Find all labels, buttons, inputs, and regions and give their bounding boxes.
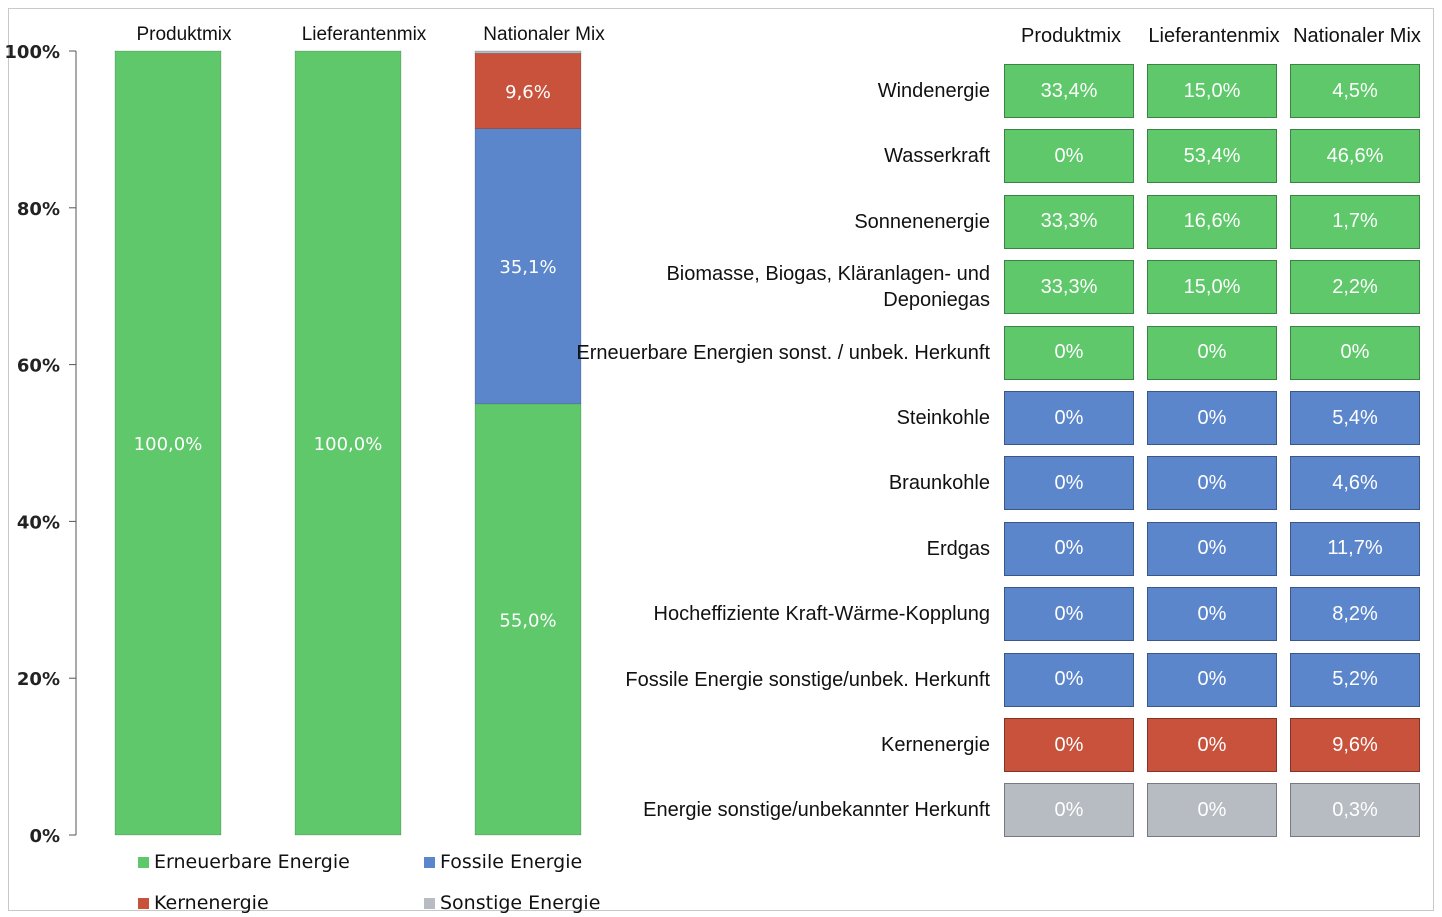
bar-segment — [474, 50, 582, 54]
table-cell: 0% — [1004, 783, 1134, 838]
table-cell: 0% — [1147, 325, 1277, 380]
table-cell: 0% — [1004, 325, 1134, 380]
y-tick-label: 40% — [17, 512, 60, 533]
table-row-label: Fossile Energie sonstige/unbek. Herkunft — [625, 668, 990, 691]
table-cell: 5,2% — [1290, 652, 1420, 707]
bar-category-label: Lieferantenmix — [302, 24, 427, 45]
bar-segment — [474, 403, 582, 836]
table-cell: 0% — [1004, 456, 1134, 511]
table-cell: 0,3% — [1290, 783, 1420, 838]
table-row-label: Braunkohle — [888, 472, 990, 495]
legend-label-renewable: Erneuerbare Energie — [154, 851, 350, 873]
table-header-produktmix: Produktmix — [1020, 25, 1122, 47]
legend-swatch-fossil — [424, 856, 435, 868]
table-cell: 0% — [1147, 783, 1277, 838]
table-cell: 15,0% — [1147, 260, 1277, 315]
legend-swatch-nuclear — [138, 897, 149, 909]
y-tick-label: 100% — [4, 42, 60, 63]
legend-item-fossil: Fossile Energie — [424, 851, 582, 873]
table-cell: 33,3% — [1004, 260, 1134, 315]
table-cell: 0% — [1004, 587, 1134, 642]
bar-data-label: 9,6% — [505, 82, 551, 103]
table-row-label-line: Deponiegas — [883, 289, 990, 312]
legend-item-nuclear: Kernenergie — [138, 892, 269, 914]
table-row-label: Erdgas — [926, 537, 990, 560]
figure-frame — [8, 8, 1434, 911]
legend-swatch-renewable — [138, 856, 149, 868]
table-header-nationaler-mix: Nationaler Mix — [1293, 25, 1421, 47]
bar-category-label: Produktmix — [136, 24, 232, 45]
table-row-label: Erneuerbare Energien sonst. / unbek. Her… — [576, 341, 990, 364]
table-row-label: Energie sonstige/unbekannter Herkunft — [643, 799, 990, 822]
bar-segment — [114, 50, 222, 836]
table-cell: 9,6% — [1290, 718, 1420, 772]
table-cell: 0% — [1147, 652, 1277, 707]
bar-data-label: 35,1% — [499, 257, 556, 278]
table-cell: 0% — [1004, 521, 1134, 576]
table-cell: 0% — [1147, 391, 1277, 445]
table-cell: 46,6% — [1290, 129, 1420, 184]
table-cell: 0% — [1004, 391, 1134, 445]
table-cell: 0% — [1004, 718, 1134, 772]
y-tick-label: 60% — [17, 356, 60, 377]
table-cell: 0% — [1147, 521, 1277, 576]
table-row-label: Kernenergie — [881, 734, 990, 756]
legend-item-other: Sonstige Energie — [424, 892, 600, 914]
table-cell: 4,5% — [1290, 64, 1420, 118]
legend-item-renewable: Erneuerbare Energie — [138, 851, 350, 873]
legend-label-other: Sonstige Energie — [440, 892, 601, 914]
table-cell: 0% — [1147, 587, 1277, 642]
bar-segment — [474, 128, 582, 405]
table-cell: 1,7% — [1290, 194, 1420, 249]
table-cell: 53,4% — [1147, 129, 1277, 184]
table-cell: 0% — [1004, 129, 1134, 184]
table-cell: 16,6% — [1147, 194, 1277, 249]
bar-segment — [474, 53, 582, 129]
table-cell: 33,4% — [1004, 64, 1134, 118]
table-cell: 2,2% — [1290, 260, 1420, 315]
y-tick-label: 80% — [17, 199, 60, 220]
table-row-label: Steinkohle — [896, 407, 990, 429]
y-tick-label: 0% — [29, 826, 60, 847]
table-cell: 33,3% — [1004, 194, 1134, 249]
table-cell: 4,6% — [1290, 456, 1420, 511]
bar-category-label: Nationaler Mix — [483, 24, 605, 45]
table-row-label: Sonnenenergie — [854, 210, 990, 233]
bar-data-label: 100,0% — [314, 434, 383, 455]
table-cell: 15,0% — [1147, 64, 1277, 118]
bar-segment — [294, 50, 402, 836]
table-cell: 11,7% — [1290, 521, 1420, 576]
table-cell: 5,4% — [1290, 391, 1420, 445]
legend-label-nuclear: Kernenergie — [154, 892, 269, 914]
table-cell: 8,2% — [1290, 587, 1420, 642]
bar-data-label: 100,0% — [134, 434, 203, 455]
table-cell: 0% — [1147, 718, 1277, 772]
y-tick-label: 20% — [17, 669, 60, 690]
table-row-label: Wasserkraft — [884, 145, 990, 168]
table-row-label-line: Biomasse, Biogas, Kläranlagen- und — [666, 263, 990, 286]
bar-data-label: 55,0% — [499, 610, 556, 631]
table-cell: 0% — [1004, 652, 1134, 707]
table-header-lieferantenmix: Lieferantenmix — [1148, 25, 1280, 47]
table-cell: 0% — [1290, 325, 1420, 380]
table-row-label: Windenergie — [877, 80, 990, 102]
table-row-label: Biomasse, Biogas, Kläranlagen- und Deponi… — [570, 261, 990, 313]
legend-label-fossil: Fossile Energie — [440, 851, 583, 873]
table-cell: 0% — [1147, 456, 1277, 511]
legend-swatch-other — [424, 897, 435, 909]
table-row-label: Hocheffiziente Kraft-Wärme-Kopplung — [653, 603, 990, 626]
